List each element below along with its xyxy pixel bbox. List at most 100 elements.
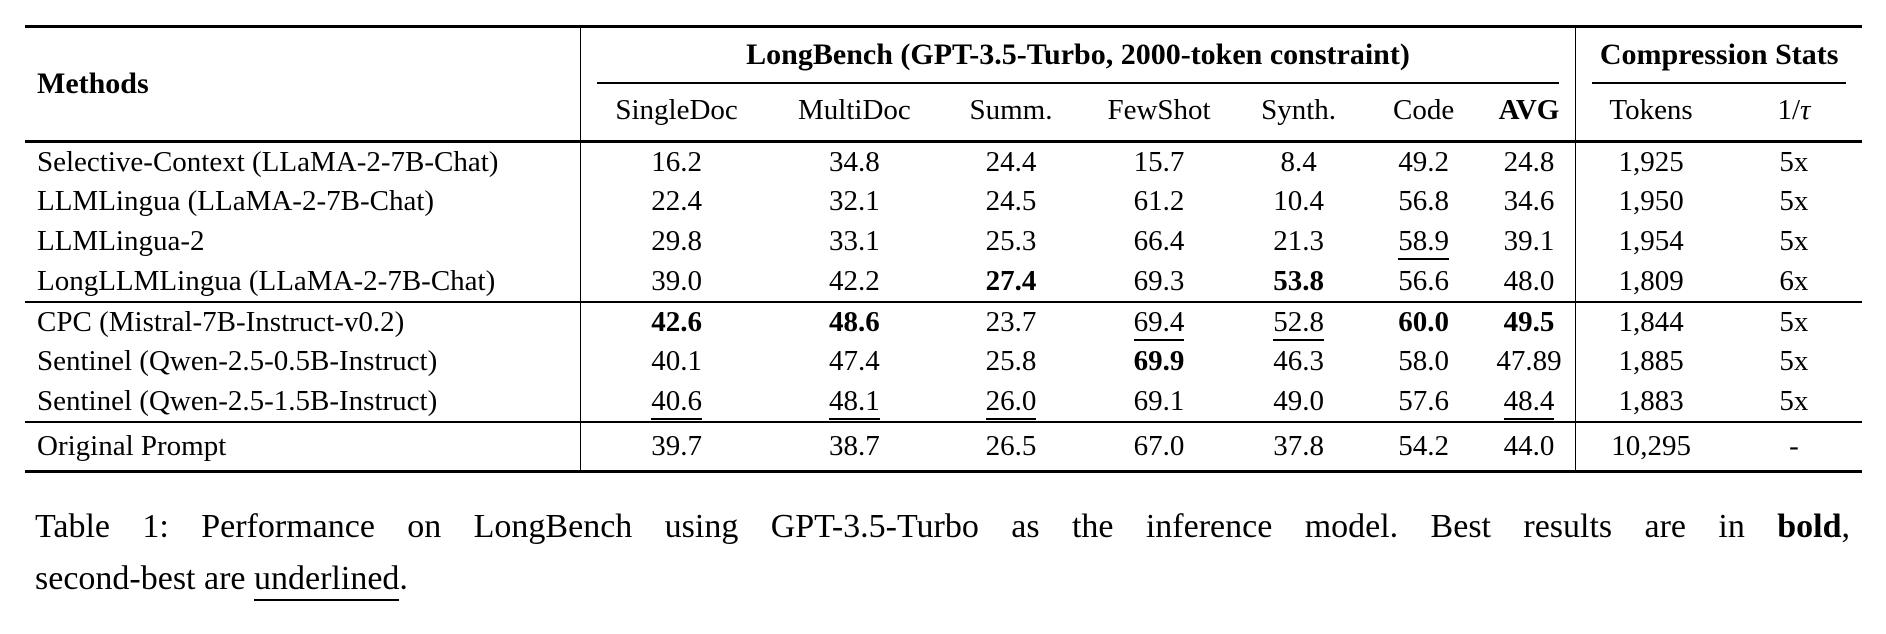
- value-text: 15.7: [1133, 145, 1185, 178]
- value-text: 25.8: [985, 345, 1037, 377]
- value-text: 69.4: [1133, 305, 1185, 341]
- value-text: 6x: [1779, 264, 1809, 297]
- table-caption: Table 1: Performance on LongBench using …: [35, 501, 1850, 605]
- value-text: 39.1: [1503, 225, 1555, 257]
- value-cell: 61.2: [1086, 182, 1233, 222]
- value-cell: 5x: [1726, 142, 1862, 182]
- method-name-cell: LLMLingua (LLaMA-2-7B-Chat): [25, 181, 581, 222]
- value-cell: 23.7: [936, 302, 1085, 342]
- value-text: 48.1: [829, 384, 880, 420]
- value-text: 54.2: [1398, 429, 1450, 462]
- value-text: 5x: [1779, 185, 1809, 217]
- value-text: 23.7: [985, 305, 1037, 338]
- value-text: 49.0: [1273, 384, 1324, 417]
- value-cell: 47.89: [1482, 341, 1577, 382]
- value-text: 69.3: [1133, 264, 1185, 297]
- value-cell: 1,925: [1576, 142, 1726, 182]
- caption-line-1: Table 1: Performance on LongBench using …: [35, 501, 1850, 553]
- value-text: 24.4: [985, 145, 1037, 178]
- value-text: -: [1789, 429, 1799, 462]
- value-text: 33.1: [829, 225, 880, 257]
- caption-text: second-best are: [35, 560, 255, 597]
- caption-text: .: [399, 560, 408, 597]
- value-text: 10.4: [1273, 185, 1324, 217]
- value-cell: 24.8: [1482, 141, 1577, 182]
- value-cell: -: [1726, 422, 1862, 472]
- value-cell: 66.4: [1086, 222, 1233, 262]
- value-cell: 58.9: [1365, 222, 1483, 262]
- table-header: Methods LongBench (GPT-3.5-Turbo, 2000-t…: [25, 26, 1862, 142]
- column-header-multidoc: MultiDoc: [798, 94, 911, 126]
- value-cell: 48.6: [772, 302, 936, 342]
- value-text: 1,950: [1618, 185, 1684, 217]
- value-text: 5x: [1779, 145, 1809, 178]
- value-text: 69.9: [1133, 345, 1185, 377]
- longbench-group-label: LongBench (GPT-3.5-Turbo, 2000-token con…: [596, 37, 1560, 84]
- value-cell: 39.0: [580, 262, 772, 302]
- value-text: 40.6: [651, 384, 702, 420]
- table-row: Sentinel (Qwen-2.5-1.5B-Instruct) 40.6 48.…: [25, 381, 1862, 422]
- group-header-row: Methods LongBench (GPT-3.5-Turbo, 2000-t…: [25, 26, 1862, 142]
- value-cell: 21.3: [1233, 222, 1365, 262]
- column-header-code: Code: [1393, 94, 1455, 126]
- value-text: 5x: [1779, 305, 1809, 338]
- value-text: 47.89: [1496, 345, 1562, 377]
- tau-symbol: τ: [1800, 94, 1811, 126]
- value-text: 29.8: [651, 225, 702, 257]
- value-cell: 34.6: [1482, 181, 1577, 222]
- value-cell: 1,885: [1576, 342, 1726, 382]
- table-row: Sentinel (Qwen-2.5-0.5B-Instruct) 40.1 47.…: [25, 341, 1862, 382]
- value-cell: 47.4: [772, 342, 936, 382]
- value-cell: 5x: [1726, 182, 1862, 222]
- value-text: 1,883: [1618, 384, 1684, 417]
- method-name-cell: Sentinel (Qwen-2.5-0.5B-Instruct): [25, 341, 581, 382]
- value-cell: 52.8: [1233, 302, 1365, 342]
- value-text: 1,885: [1618, 345, 1684, 377]
- value-cell: 49.2: [1365, 142, 1483, 182]
- value-cell: 22.4: [580, 182, 772, 222]
- table-row: Selective-Context (LLaMA-2-7B-Chat) 16.2 3…: [25, 141, 1862, 182]
- value-cell: 56.8: [1365, 182, 1483, 222]
- value-cell: 24.5: [936, 182, 1085, 222]
- value-cell: 49.0: [1233, 382, 1365, 422]
- section-proposed-methods: CPC (Mistral-7B-Instruct-v0.2) 42.6 48.6 23…: [25, 301, 1862, 422]
- value-cell: 8.4: [1233, 142, 1365, 182]
- value-text: 34.8: [829, 145, 880, 178]
- value-cell: 15.7: [1086, 142, 1233, 182]
- caption-text: Table 1: Performance on LongBench using …: [35, 508, 1778, 545]
- value-cell: 1,809: [1576, 262, 1726, 302]
- value-cell: 39.7: [580, 422, 772, 472]
- value-text: 52.8: [1273, 305, 1324, 341]
- caption-line-2: second-best are underlined.: [35, 553, 1850, 605]
- value-cell: 5x: [1726, 342, 1862, 382]
- subheader-row: SingleDoc MultiDoc Summ. FewShot Synth. Code A…: [25, 84, 1862, 142]
- value-cell: 42.2: [772, 262, 936, 302]
- value-text: 48.4: [1503, 384, 1555, 420]
- value-cell: 16.2: [580, 142, 772, 182]
- value-cell: 24.4: [936, 142, 1085, 182]
- caption-text: ,: [1841, 508, 1851, 545]
- value-cell: 58.0: [1365, 342, 1483, 382]
- value-cell: 29.8: [580, 222, 772, 262]
- value-text: 24.8: [1503, 145, 1555, 178]
- value-text: 56.6: [1398, 264, 1450, 297]
- value-text: 1,925: [1618, 145, 1684, 178]
- value-cell: 27.4: [936, 262, 1085, 302]
- caption-text: bold: [1777, 508, 1842, 545]
- value-text: 24.5: [985, 185, 1037, 217]
- value-cell: 44.0: [1482, 421, 1577, 472]
- value-cell: 69.3: [1086, 262, 1233, 302]
- value-text: 1,844: [1618, 305, 1684, 338]
- value-cell: 1,883: [1576, 382, 1726, 422]
- value-text: 49.2: [1398, 145, 1450, 178]
- value-cell: 69.1: [1086, 382, 1233, 422]
- value-text: 1,809: [1618, 264, 1684, 297]
- value-cell: 10.4: [1233, 182, 1365, 222]
- compression-group-label: Compression Stats: [1592, 37, 1846, 84]
- value-text: 39.7: [651, 429, 702, 462]
- value-cell: 33.1: [772, 222, 936, 262]
- value-text: 56.8: [1398, 185, 1450, 217]
- compression-group-header: Compression Stats: [1576, 27, 1862, 84]
- value-cell: 1,954: [1576, 222, 1726, 262]
- value-text: 58.9: [1398, 225, 1450, 260]
